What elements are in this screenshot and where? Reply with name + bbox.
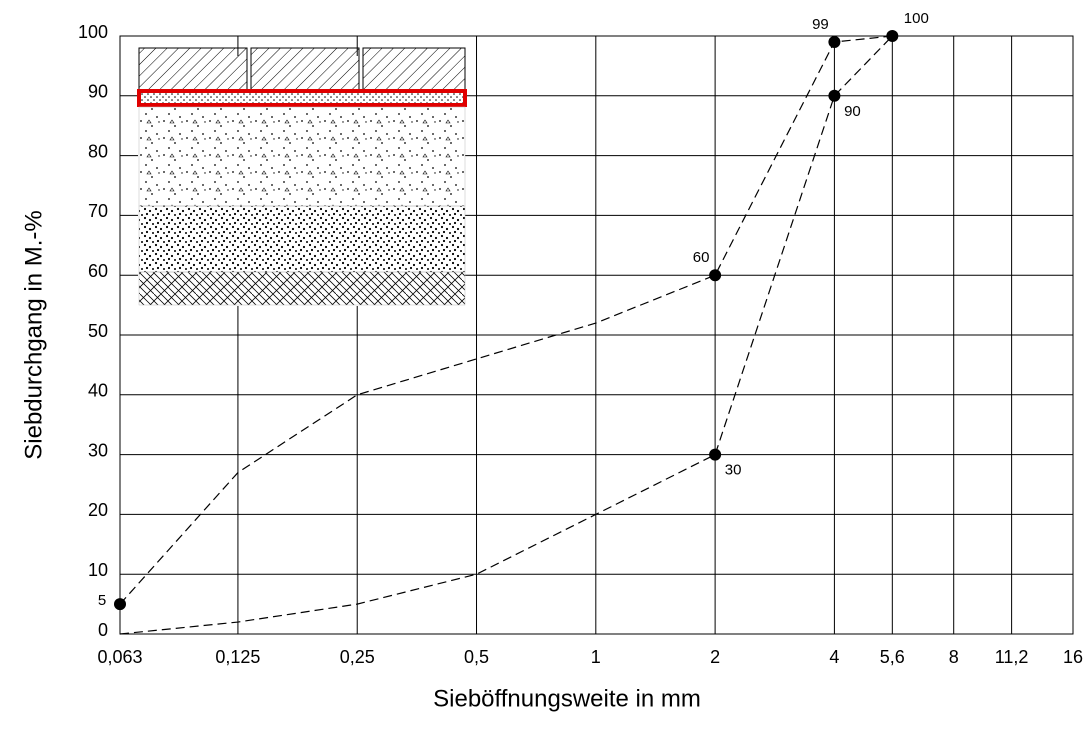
- y-tick-label: 10: [88, 560, 108, 580]
- data-point: [114, 598, 126, 611]
- data-point: [709, 448, 722, 461]
- y-tick-label: 100: [78, 22, 108, 42]
- plot-frame: [119, 35, 1074, 635]
- data-label: 99: [812, 16, 829, 33]
- x-tick-label: 2: [710, 647, 720, 667]
- data-label: 5: [98, 592, 106, 609]
- x-tick-label: 1: [591, 647, 601, 667]
- series-line: [119, 35, 893, 635]
- inset-illustration: [137, 47, 467, 306]
- x-tick-label: 8: [949, 647, 959, 667]
- y-tick-label: 90: [88, 82, 108, 102]
- y-tick-label: 60: [88, 261, 108, 281]
- y-tick-label: 40: [88, 381, 108, 401]
- x-tick-label: 0,5: [464, 647, 489, 667]
- base-layer: [138, 106, 466, 207]
- data-point: [709, 269, 722, 282]
- x-tick-label: 16: [1063, 647, 1083, 667]
- data-label: 60: [693, 249, 710, 266]
- y-tick-label: 0: [98, 620, 108, 640]
- data-point: [828, 35, 841, 48]
- x-tick-label: 0,25: [340, 647, 375, 667]
- data-point: [828, 89, 841, 102]
- y-tick-label: 30: [88, 440, 108, 460]
- data-label: 90: [844, 103, 861, 120]
- y-tick-label: 50: [88, 321, 108, 341]
- y-tick-label: 70: [88, 201, 108, 221]
- paver: [362, 47, 466, 91]
- y-tick-label: 20: [88, 500, 108, 520]
- subgrade: [138, 271, 466, 306]
- bedding-layer: [137, 89, 467, 107]
- y-tick-label: 80: [88, 141, 108, 161]
- paver: [138, 47, 248, 91]
- x-tick-label: 5,6: [880, 647, 905, 667]
- data-label: 30: [725, 462, 742, 479]
- x-tick-label: 11,2: [995, 647, 1029, 667]
- x-tick-label: 0,125: [215, 647, 260, 667]
- data-label: 100: [904, 10, 929, 27]
- series-line: [119, 35, 893, 605]
- x-tick-label: 0,063: [97, 647, 142, 667]
- subbase-layer: [138, 205, 466, 273]
- x-tick-label: 4: [829, 647, 839, 667]
- paver: [250, 47, 360, 91]
- y-axis-title: Siebdurchgang in M.-%: [20, 210, 47, 459]
- x-axis-title: Sieböffnungsweite in mm: [433, 685, 701, 712]
